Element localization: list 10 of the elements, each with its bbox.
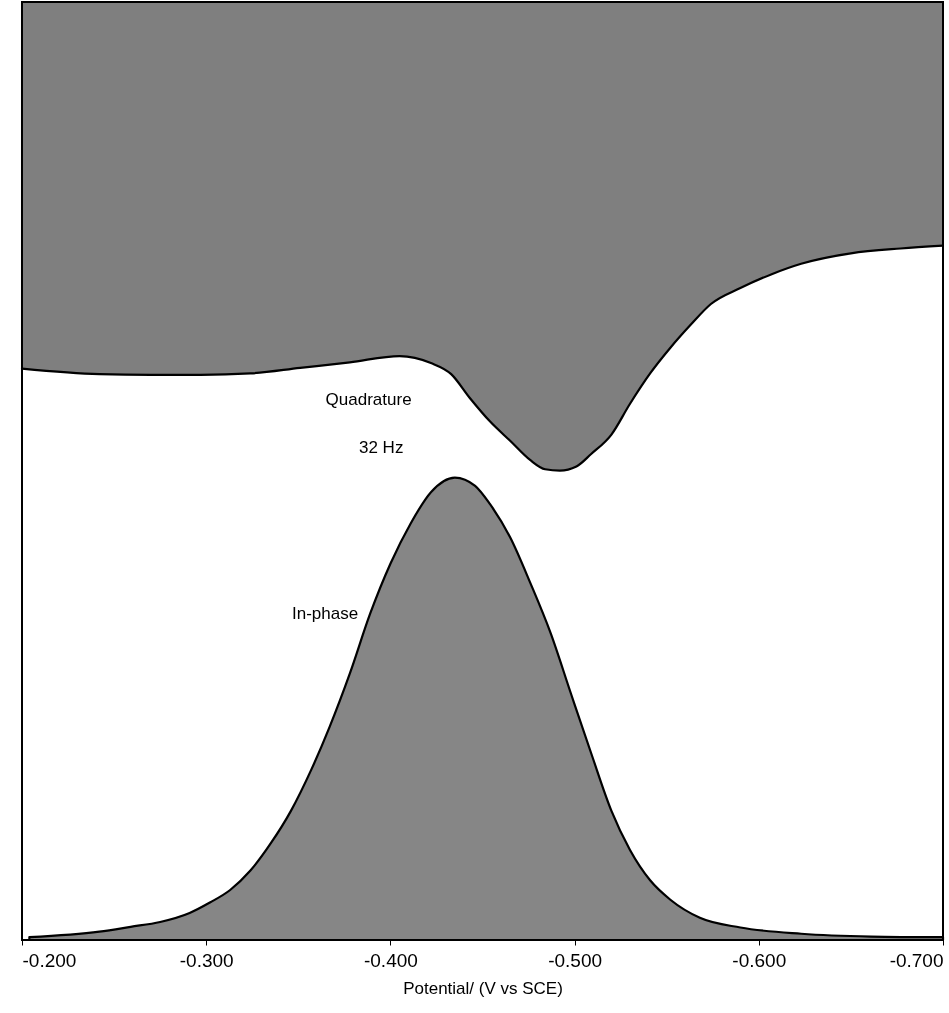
x-axis-title: Potential/ (V vs SCE) bbox=[403, 978, 563, 998]
series-label: Quadrature bbox=[325, 390, 412, 410]
x-tick-label: -0.700 bbox=[889, 949, 944, 971]
x-tick-label: -0.400 bbox=[363, 949, 418, 971]
annotation: 32 Hz bbox=[358, 437, 404, 457]
x-tick-label: -0.300 bbox=[179, 949, 234, 971]
x-tick-label: -0.200 bbox=[22, 949, 77, 971]
series-label: In-phase bbox=[291, 603, 359, 623]
x-tick-label: -0.600 bbox=[732, 949, 787, 971]
x-tick-label: -0.500 bbox=[548, 949, 603, 971]
